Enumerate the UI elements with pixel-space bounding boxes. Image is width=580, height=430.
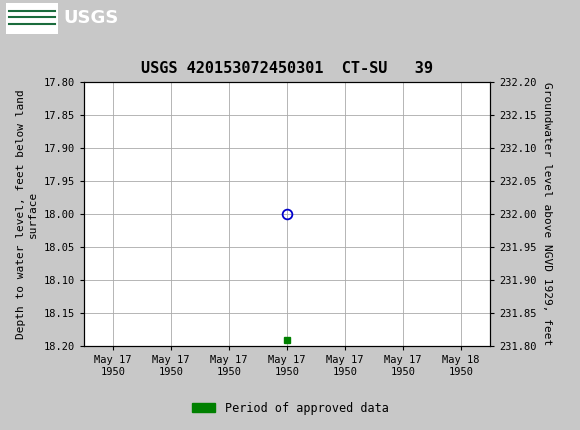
Title: USGS 420153072450301  CT-SU   39: USGS 420153072450301 CT-SU 39: [141, 61, 433, 77]
Bar: [6, 3, 58, 34]
Text: USGS: USGS: [64, 9, 119, 27]
Y-axis label: Groundwater level above NGVD 1929, feet: Groundwater level above NGVD 1929, feet: [542, 82, 552, 346]
Legend: Period of approved data: Period of approved data: [187, 397, 393, 420]
Y-axis label: Depth to water level, feet below land
surface: Depth to water level, feet below land su…: [16, 89, 38, 339]
